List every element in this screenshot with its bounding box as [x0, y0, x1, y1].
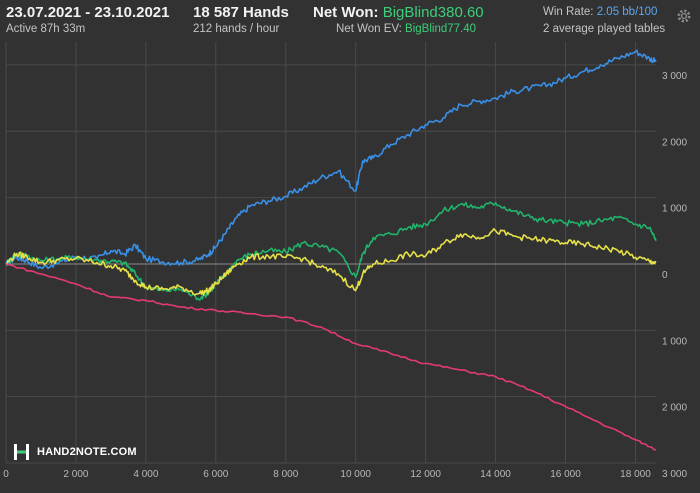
- hand2note-logo: HAND2NOTE.COM: [12, 442, 137, 462]
- x-tick-labels: 0 2 000 4 000 6 000 8 000 10 000 12 000 14 000 1…: [3, 469, 651, 480]
- x-tick-label: 16 000: [550, 469, 581, 480]
- y-tick-label: 3 000: [662, 71, 687, 82]
- net-won: Net Won: BigBlind380.60: [313, 4, 484, 21]
- series-line-3: [5, 228, 657, 296]
- win-rate: Win Rate: 2.05 bb/100: [543, 6, 657, 18]
- y-tick-label: 2 000: [662, 137, 687, 148]
- x-tick-label: 8 000: [273, 469, 298, 480]
- net-won-ev-label: Net Won EV:: [336, 23, 402, 35]
- x-tick-label: 18 000: [620, 469, 651, 480]
- active-time: Active 87h 33m: [6, 23, 86, 35]
- y-tick-label: 2 000: [662, 403, 687, 414]
- series-lines: [5, 49, 657, 451]
- series-line-4: [5, 263, 657, 451]
- h2n-logo-icon: [14, 444, 29, 460]
- y-tick-label: 1 000: [662, 204, 687, 215]
- x-tick-label: 2 000: [63, 469, 88, 480]
- gear-icon[interactable]: [675, 8, 693, 26]
- y-tick-label: 0: [662, 270, 668, 281]
- net-won-ev-value: BigBlind77.40: [405, 23, 477, 35]
- logo-text: HAND2NOTE.COM: [37, 446, 137, 458]
- win-rate-value: 2.05 bb/100: [596, 6, 658, 18]
- y-tick-label: 1 000: [662, 336, 687, 347]
- grid: [5, 42, 656, 464]
- x-tick-label: 6 000: [203, 469, 228, 480]
- y-tick-label: 3 000: [662, 469, 687, 480]
- x-tick-label: 14 000: [480, 469, 511, 480]
- win-rate-label: Win Rate:: [543, 6, 594, 18]
- x-tick-label: 4 000: [133, 469, 158, 480]
- net-won-label: Net Won:: [313, 4, 379, 21]
- average-tables: 2 average played tables: [543, 23, 666, 35]
- hands-count: 18 587 Hands: [193, 4, 289, 21]
- hands-per-hour: 212 hands / hour: [193, 23, 280, 35]
- series-line-2: [5, 201, 657, 301]
- x-tick-label: 0: [3, 469, 9, 480]
- x-tick-label: 10 000: [340, 469, 371, 480]
- x-tick-label: 12 000: [410, 469, 441, 480]
- series-line-1: [5, 49, 657, 270]
- y-tick-labels: 3 000 2 000 1 000 0 1 000 2 000 3 000: [662, 71, 687, 480]
- net-won-value: BigBlind380.60: [382, 4, 484, 21]
- net-won-ev: Net Won EV: BigBlind77.40: [336, 23, 476, 35]
- date-range: 23.07.2021 - 23.10.2021: [6, 4, 170, 21]
